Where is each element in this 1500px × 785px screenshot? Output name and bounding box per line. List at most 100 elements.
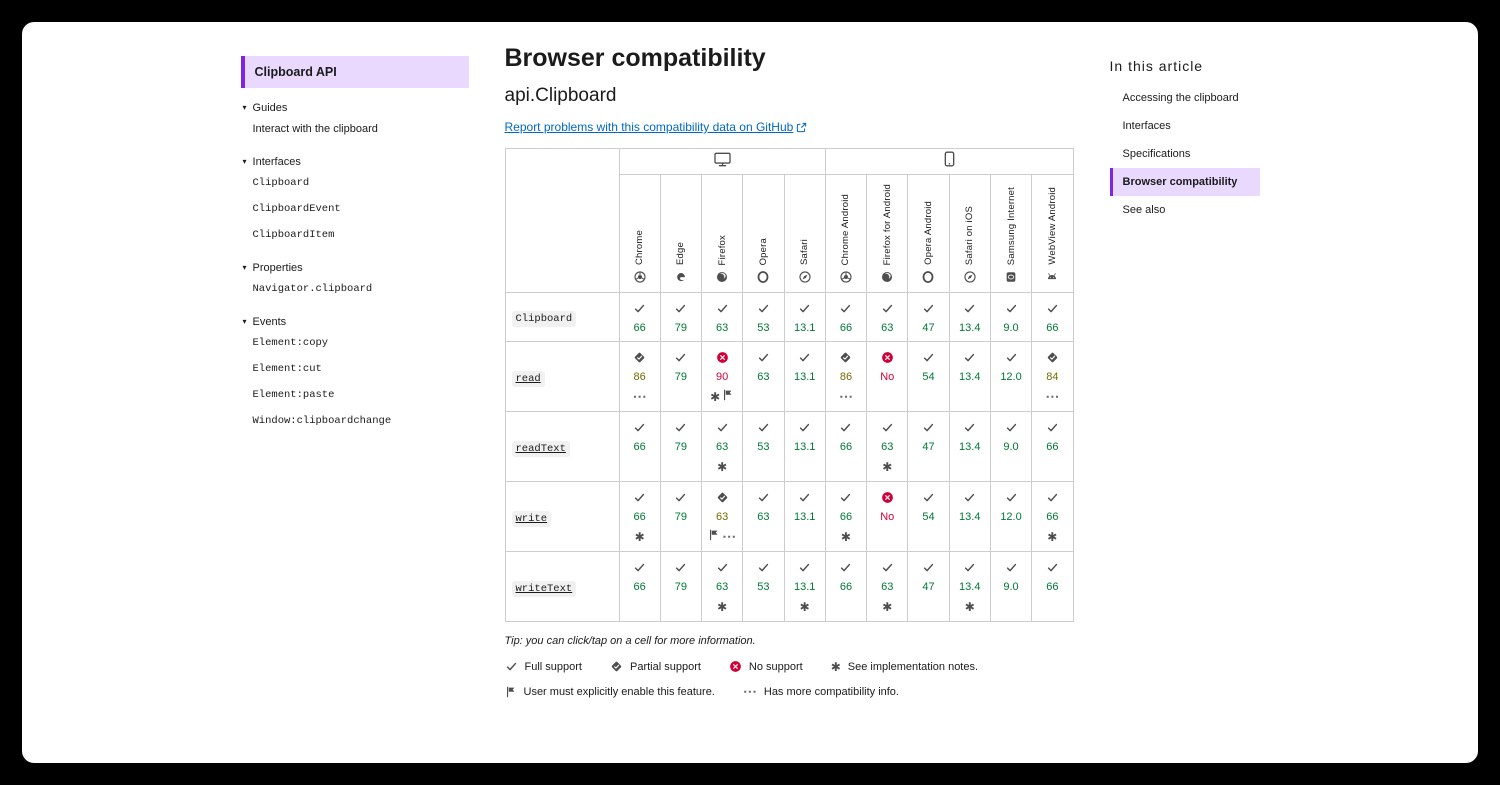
compat-cell[interactable]: 12.0 <box>989 481 1033 552</box>
compat-cell[interactable]: 90 ✱ <box>701 341 744 412</box>
opera-icon <box>757 270 769 288</box>
compat-cell[interactable]: 66 <box>824 411 868 482</box>
compat-cell[interactable]: 66 <box>1031 551 1074 622</box>
compat-cell[interactable]: 13.1 ✱ <box>783 551 826 622</box>
compat-cell[interactable]: 79 <box>659 551 703 622</box>
browser-header-chrome-android: Chrome Android <box>824 174 868 293</box>
tip-text: Tip: you can click/tap on a cell for mor… <box>504 635 756 647</box>
compat-cell[interactable]: 66 <box>1031 411 1074 482</box>
compat-cell[interactable]: 79 <box>659 341 703 412</box>
sidebar-section-label: Events <box>252 316 287 328</box>
compat-cell[interactable]: 9.0 <box>989 551 1033 622</box>
compat-cell[interactable]: 47 <box>907 551 950 622</box>
sidebar-item-element-cut[interactable]: Element:cut <box>252 363 322 375</box>
report-problems-link[interactable]: Report problems with this compatibility … <box>505 120 808 134</box>
feature-link-write[interactable]: write <box>511 510 552 527</box>
compat-cell[interactable]: 66 <box>824 551 868 622</box>
compat-cell[interactable]: 9.0 <box>989 411 1033 482</box>
sidebar-item-navigator-clipboard[interactable]: Navigator.clipboard <box>252 283 373 295</box>
browser-header-firefox-for-android: Firefox for Android <box>866 174 909 293</box>
compat-cell[interactable]: 13.4 <box>948 481 991 552</box>
check-icon <box>663 421 699 435</box>
sidebar-item-clipboardevent[interactable]: ClipboardEvent <box>252 203 341 215</box>
sidebar-item-clipboard[interactable]: Clipboard <box>252 177 310 189</box>
compat-cell[interactable]: No <box>866 481 909 552</box>
toc-item-see-also[interactable]: See also <box>1122 204 1166 216</box>
cell-notes <box>663 600 699 614</box>
toc-item-interfaces[interactable]: Interfaces <box>1122 120 1171 132</box>
version-label: 53 <box>757 322 770 334</box>
legend-item-see-implementation-notes: ✱ See implementation notes. <box>831 661 978 673</box>
compat-cell[interactable]: 79 <box>659 411 703 482</box>
compat-cell[interactable]: 53 <box>742 551 785 622</box>
toc-item-browser-compatibility[interactable]: Browser compatibility <box>1109 168 1260 196</box>
feature-name-cell: Clipboard <box>504 292 620 342</box>
compat-cell[interactable]: 84 ⋯ <box>1031 341 1074 412</box>
sidebar-section-toggle-properties[interactable]: ▾ Properties <box>241 262 469 274</box>
compat-cell[interactable]: 66 <box>618 411 661 482</box>
compat-cell[interactable]: 13.1 <box>783 341 826 412</box>
sidebar-item-clipboarditem[interactable]: ClipboardItem <box>252 229 335 241</box>
compat-cell[interactable]: 63 <box>742 341 785 412</box>
compat-cell[interactable]: 63 ⋯ <box>701 481 744 552</box>
feature-link-writetext[interactable]: writeText <box>511 580 577 597</box>
sidebar-item-element-copy[interactable]: Element:copy <box>252 337 329 349</box>
compat-cell[interactable]: 63 <box>866 292 909 342</box>
compat-cell[interactable]: 9.0 <box>989 292 1033 342</box>
compat-cell[interactable]: 13.4 ✱ <box>948 551 991 622</box>
compat-cell[interactable]: 13.1 <box>783 292 826 342</box>
compat-cell[interactable]: 63 ✱ <box>701 551 744 622</box>
compat-cell[interactable]: 13.4 <box>948 411 991 482</box>
compat-cell[interactable]: 79 <box>659 292 703 342</box>
more-icon: ⋯ <box>1045 388 1060 404</box>
compat-cell[interactable]: 66 ✱ <box>1031 481 1074 552</box>
sidebar-item-window-clipboardchange[interactable]: Window:clipboardchange <box>252 415 392 427</box>
version-label: 63 <box>716 322 729 334</box>
version-label: 13.1 <box>793 511 816 523</box>
compat-cell[interactable]: 86 ⋯ <box>824 341 868 412</box>
compat-cell[interactable]: 12.0 <box>989 341 1033 412</box>
sidebar-section-toggle-interfaces[interactable]: ▾ Interfaces <box>241 156 469 168</box>
check-icon <box>828 421 864 435</box>
compat-cell[interactable]: 66 <box>824 292 868 342</box>
compat-cell[interactable]: 47 <box>907 292 950 342</box>
compat-cell[interactable]: 63 ✱ <box>866 411 909 482</box>
feature-link-read[interactable]: read <box>511 370 545 387</box>
compat-cell[interactable]: 13.1 <box>783 411 826 482</box>
toc-item-accessing-the-clipboard[interactable]: Accessing the clipboard <box>1122 92 1239 104</box>
compat-cell[interactable]: 47 <box>907 411 950 482</box>
toc-item-specifications[interactable]: Specifications <box>1122 148 1191 160</box>
feature-link-readtext[interactable]: readText <box>511 440 570 457</box>
compat-cell[interactable]: 66 <box>1031 292 1074 342</box>
sidebar-item-element-paste[interactable]: Element:paste <box>252 389 335 401</box>
version-label: 13.1 <box>793 322 816 334</box>
compat-cell[interactable]: 63 <box>742 481 785 552</box>
compat-cell[interactable]: 54 <box>907 481 950 552</box>
compat-cell[interactable]: 53 <box>742 411 785 482</box>
compat-cell[interactable]: No <box>866 341 909 412</box>
compat-cell[interactable]: 13.1 <box>783 481 826 552</box>
compat-cell[interactable]: 86 ⋯ <box>618 341 661 412</box>
compat-cell[interactable]: 66 ✱ <box>824 481 868 552</box>
compat-cell[interactable]: 66 ✱ <box>618 481 661 552</box>
check-icon <box>505 660 518 673</box>
sidebar-header-clipboard-api[interactable]: Clipboard API <box>240 56 469 88</box>
compat-cell[interactable]: 66 <box>618 292 661 342</box>
sidebar-item-interact-with-the-clipboard[interactable]: Interact with the clipboard <box>252 123 378 135</box>
compat-cell[interactable]: 79 <box>659 481 703 552</box>
sidebar-section-toggle-guides[interactable]: ▾ Guides <box>241 102 469 114</box>
compat-cell[interactable]: 66 <box>618 551 661 622</box>
compat-cell[interactable]: 13.4 <box>948 341 991 412</box>
compat-cell[interactable]: 63 ✱ <box>866 551 909 622</box>
check-icon <box>910 351 946 365</box>
version-label: 47 <box>922 322 935 334</box>
external-link-icon <box>797 122 807 132</box>
version-label: 66 <box>633 581 646 593</box>
compat-cell[interactable]: 54 <box>907 341 950 412</box>
browser-name-label: Samsung Internet <box>1005 186 1017 265</box>
sidebar-section-toggle-events[interactable]: ▾ Events <box>241 316 469 328</box>
compat-cell[interactable]: 53 <box>742 292 785 342</box>
compat-cell[interactable]: 13.4 <box>948 292 991 342</box>
compat-cell[interactable]: 63 ✱ <box>701 411 744 482</box>
compat-cell[interactable]: 63 <box>701 292 744 342</box>
